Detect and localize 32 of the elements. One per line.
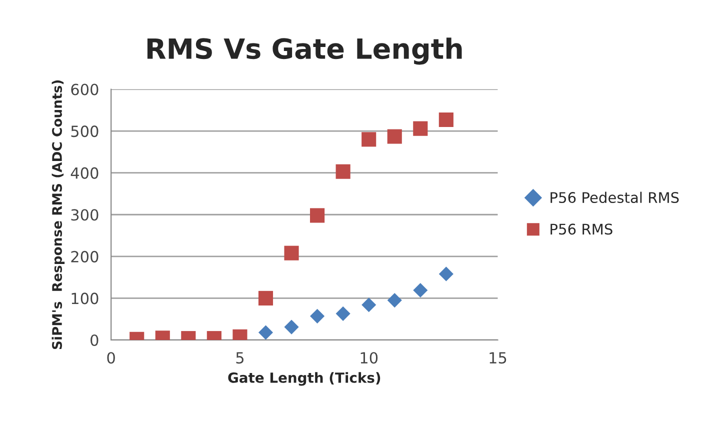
x-tick-label: 5 [236,352,244,364]
chart-title: RMS Vs Gate Length [147,38,462,65]
point [362,132,376,147]
point [258,290,274,306]
y-tick-label: 200 [71,250,98,262]
point [362,298,376,312]
point [387,129,402,144]
point [413,121,428,136]
point [438,112,454,128]
point [310,208,325,223]
point [438,266,454,282]
y-tick-label: 100 [72,292,98,304]
legend-label: P56 RMS [550,224,612,235]
y-tick-label: 0 [90,334,98,346]
y-tick-label: 500 [71,126,98,138]
point [387,293,402,308]
point [336,306,350,321]
y-tick-label: 300 [71,209,98,221]
point [413,282,428,298]
point [284,320,299,334]
x-tick-label: 0 [107,352,115,364]
y-tick-label: 400 [70,167,98,179]
legend-label: P56 Pedestal RMS [550,192,679,204]
y-tick-label: 600 [71,84,98,96]
x-tick-label: 10 [360,352,378,364]
point [310,308,325,324]
point [284,246,299,260]
x-tick-label: 15 [490,352,506,364]
point [258,325,274,340]
x-axis-title: Gate Length (Ticks) [228,372,380,386]
y-axis-title: SiPM's Response RMS (ADC Counts) [52,80,65,350]
point [336,164,350,179]
